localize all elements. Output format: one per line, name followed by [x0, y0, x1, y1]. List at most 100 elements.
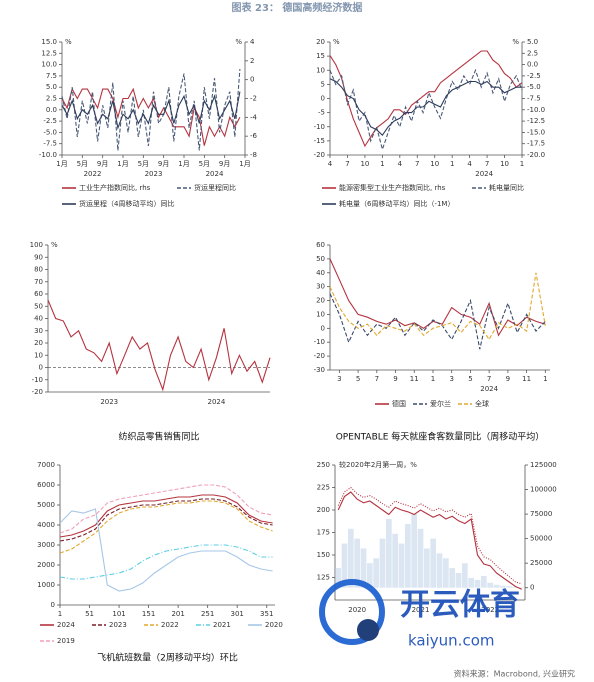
legend-label: 货运里程（4周移动平均）同比	[79, 199, 174, 208]
line-series	[329, 258, 546, 337]
bar	[347, 528, 354, 588]
year-label: 2021	[412, 606, 430, 614]
source-note: 资料来源：Macrobond, 兴业研究	[454, 669, 575, 679]
y-tick-label: 15.0	[41, 38, 57, 46]
y2-unit: %	[512, 38, 519, 46]
bar	[461, 563, 468, 588]
bar	[512, 586, 519, 588]
bar	[354, 538, 361, 588]
x-tick-label: 3	[337, 375, 341, 383]
y-tick-label: 2.5	[46, 95, 57, 103]
legend-label: 耗电量同比	[489, 183, 524, 192]
x-tick-label: 5	[356, 375, 360, 383]
chart-title: OPENTABLE 每天就座食客数量同比（周移动平均）	[336, 431, 545, 443]
y-tick-label: 7.5	[46, 72, 57, 80]
y-tick-label: -10.0	[39, 151, 57, 159]
y2-tick-label: -15.0	[527, 128, 545, 136]
y2-tick-label: -17.5	[527, 140, 545, 148]
line-series	[61, 91, 241, 130]
legend-label: 能源密集型工业生产指数同比, rhs	[339, 183, 446, 192]
year-label: 2022	[481, 606, 499, 614]
y2-tick-label: 4	[250, 38, 255, 46]
y-tick-label: 10	[34, 351, 43, 359]
line-series	[337, 491, 523, 590]
y2-tick-label: -8	[250, 151, 257, 159]
legend-label: 耗电量（6周移动平均）同比（-1M）	[339, 199, 454, 208]
y2-tick-label: -10.0	[527, 106, 545, 114]
line-series	[329, 78, 522, 137]
y-tick-label: -15	[314, 137, 325, 145]
y-axis-label: 较2020年2月第一周，%	[339, 460, 417, 469]
line-series	[329, 272, 546, 341]
legend-label: 德国	[392, 399, 406, 408]
bar	[506, 586, 513, 588]
page-title: 图表 23： 德国高频经济数据	[232, 1, 363, 14]
y-tick-label: -5	[318, 109, 325, 117]
x-tick-label: 11	[522, 375, 531, 383]
x-tick-label: 7	[345, 160, 349, 168]
bar	[480, 575, 487, 588]
y-tick-label: 60	[316, 241, 325, 249]
y2-tick-label: 0.0	[527, 61, 538, 69]
y-tick-label: 10	[316, 66, 325, 74]
bar	[360, 548, 367, 588]
x-tick-label: 1月	[56, 160, 67, 168]
y-tick-label: 30	[316, 283, 325, 291]
y2-unit: %	[235, 38, 242, 46]
y-tick-label: 90	[34, 253, 43, 261]
bar	[468, 577, 475, 588]
y-tick-label: -10	[314, 123, 325, 131]
x-tick-label: 51	[85, 610, 94, 618]
y-tick-label: 70	[34, 278, 43, 286]
y-tick-label: 0	[321, 95, 325, 103]
y-tick-label: 20	[316, 38, 325, 46]
y-tick-label: 10	[316, 310, 325, 318]
x-tick-label: 251	[201, 610, 214, 618]
x-tick-label: 7	[415, 160, 419, 168]
x-tick-label: 5	[468, 375, 472, 383]
x-tick-label: 10	[500, 160, 509, 168]
x-tick-label: 1月	[239, 160, 250, 168]
bar	[430, 538, 437, 588]
y-tick-label: 12.5	[41, 49, 57, 57]
y2-tick-label: 0	[530, 584, 534, 592]
line-series	[61, 69, 241, 151]
y-tick-label: 150	[317, 551, 330, 559]
x-tick-label: 9月	[97, 160, 108, 168]
y-tick-label: 10.0	[41, 61, 57, 69]
bar	[455, 573, 462, 588]
y-tick-label: 7000	[37, 461, 55, 469]
year-label: 2020	[348, 606, 366, 614]
line-series	[59, 508, 273, 592]
y-tick-label: 200	[317, 506, 330, 514]
year-label: 2024	[206, 170, 224, 178]
bar	[449, 568, 456, 588]
line-series	[59, 484, 273, 534]
x-tick-label: 4	[467, 160, 472, 168]
y-tick-label: 100	[30, 241, 43, 249]
x-tick-label: 9	[506, 375, 510, 383]
year-label: 2023	[145, 170, 163, 178]
y2-tick-label: 100000	[530, 486, 557, 494]
year-label: 2024	[475, 170, 493, 178]
x-tick-label: 5月	[199, 160, 210, 168]
bar	[335, 568, 342, 588]
y-tick-label: -5.0	[43, 128, 57, 136]
y-tick-label: -20	[314, 151, 325, 159]
y-tick-label: 0.0	[46, 106, 57, 114]
x-tick-label: 1	[543, 375, 547, 383]
x-tick-label: 1	[380, 160, 384, 168]
x-tick-label: 10	[360, 160, 369, 168]
x-tick-label: 1	[450, 160, 454, 168]
line-series	[329, 50, 523, 148]
y-tick-label: 3000	[37, 541, 55, 549]
x-tick-label: 1	[520, 160, 524, 168]
y-tick-label: 15	[316, 52, 325, 60]
chart-title: 纺织品零售销售同比	[118, 431, 199, 443]
y-unit: %	[333, 38, 340, 46]
y-tick-label: 40	[316, 269, 325, 277]
y-tick-label: 30	[34, 327, 43, 335]
y-tick-label: -10	[32, 376, 43, 384]
y-tick-label: -20	[314, 352, 325, 360]
